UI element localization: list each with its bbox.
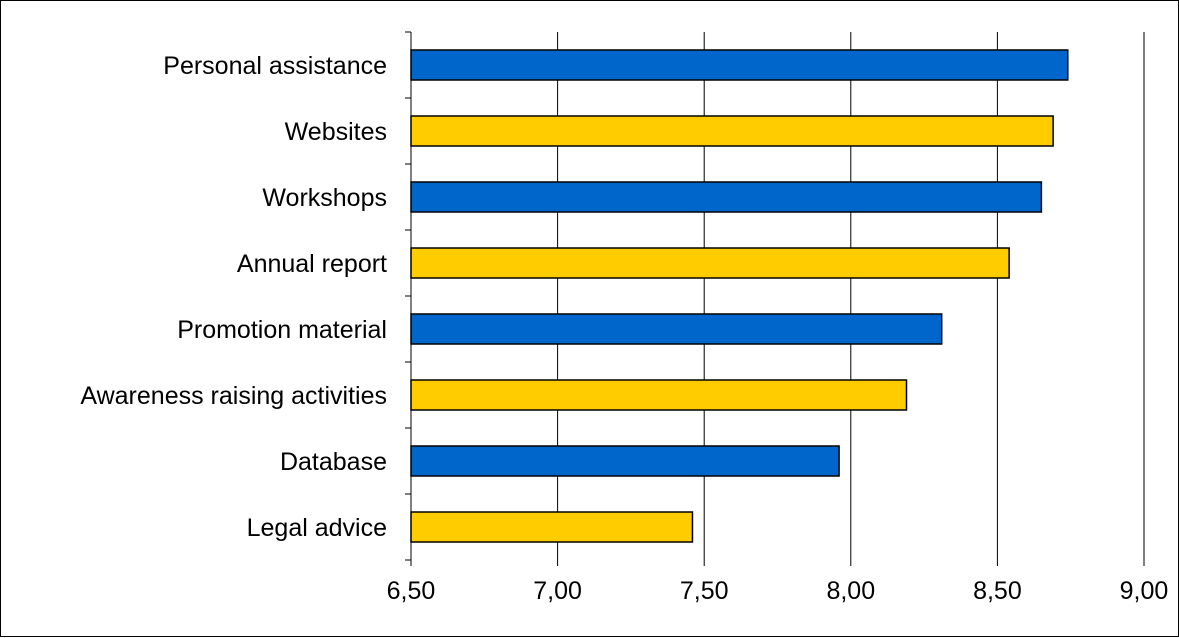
category-label: Websites [285, 118, 387, 146]
bar [410, 115, 1054, 147]
bar [410, 181, 1043, 213]
category-label: Promotion material [177, 316, 387, 344]
bar [410, 313, 943, 345]
category-label: Database [280, 448, 387, 476]
category-label: Workshops [262, 184, 387, 212]
x-tick-label: 8,00 [826, 577, 875, 605]
y-axis [405, 31, 1145, 566]
category-label: Awareness raising activities [80, 382, 387, 410]
bar [410, 445, 840, 477]
bar [410, 511, 694, 543]
category-label: Annual report [237, 250, 387, 278]
category-label: Personal assistance [163, 52, 387, 80]
x-tick-label: 8,50 [973, 577, 1022, 605]
x-axis-tick-labels: 6,50 7,00 7,50 8,00 8,50 9,00 [387, 577, 1169, 605]
x-tick-label: 7,50 [680, 577, 729, 605]
category-label: Legal advice [247, 514, 387, 542]
y-axis-category-labels: Personal assistance Websites Workshops Annu… [80, 52, 387, 542]
bar [410, 247, 1010, 279]
x-tick-label: 9,00 [1120, 577, 1169, 605]
bars [410, 49, 1069, 543]
x-tick-label: 7,00 [533, 577, 582, 605]
x-tick-label: 6,50 [387, 577, 436, 605]
bar [410, 49, 1069, 81]
bar [410, 379, 908, 411]
gridlines [557, 32, 1145, 560]
